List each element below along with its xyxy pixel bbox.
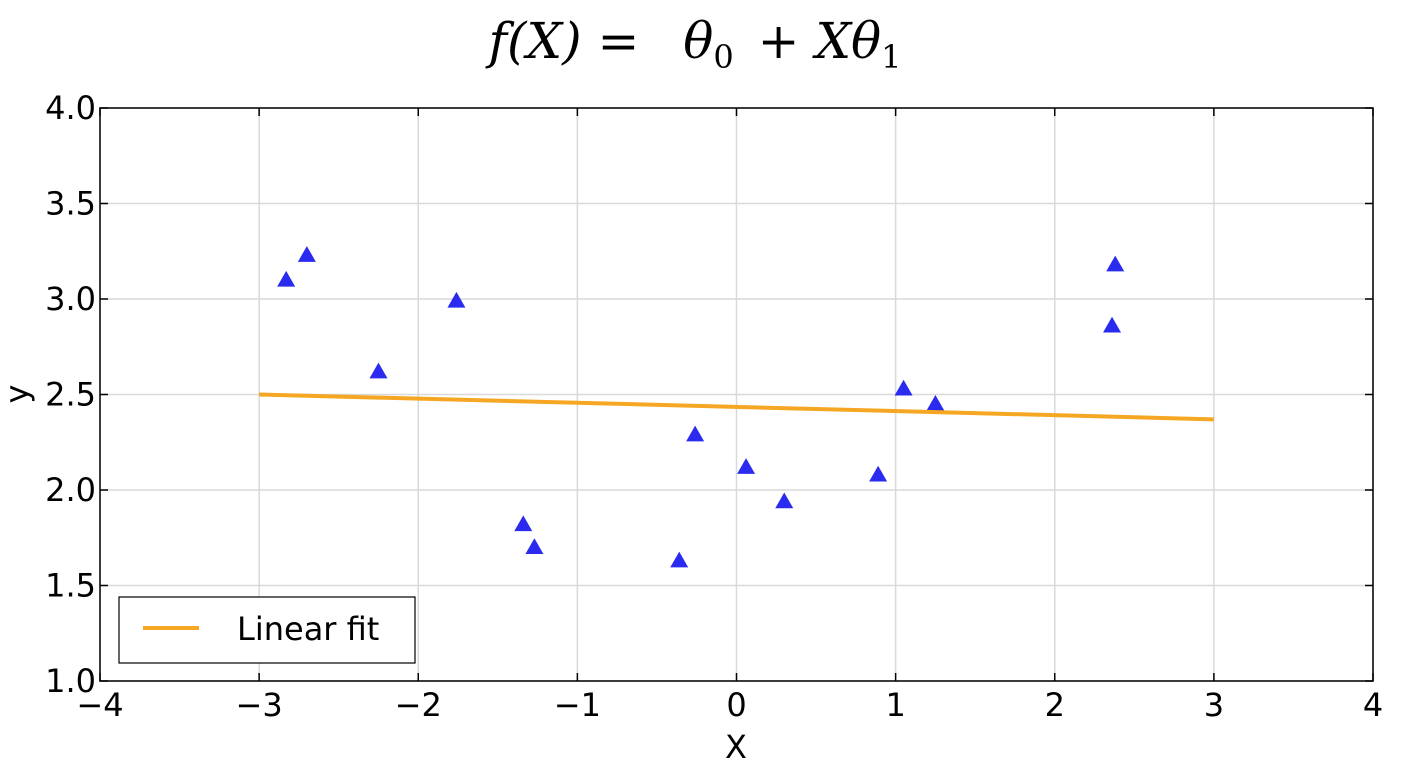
title-sub0: 0 [713,38,733,76]
y-tick-label: 3.0 [45,280,96,318]
plot-content [259,246,1214,568]
data-point [514,515,533,532]
y-tick-label: 2.5 [45,376,96,414]
data-point [277,270,296,287]
y-tick-label: 2.0 [45,471,96,509]
x-axis-label: X [725,728,747,766]
y-tick-label: 1.5 [45,567,96,605]
x-tick-label: −4 [76,686,123,724]
x-tick-label: −1 [554,686,601,724]
data-point [737,458,756,474]
x-tick-label: 3 [1204,686,1224,724]
title-lhs: f(X) = [484,12,639,70]
data-point [369,362,388,379]
data-point [686,425,705,442]
ticks: −4 −3 −2 −1 0 1 2 3 4 1.0 1.5 2.0 2.5 3.0 3.5 4.0 [45,89,1383,724]
data-point [297,246,316,262]
data-point [1106,255,1125,272]
y-tick-label: 3.5 [45,185,96,223]
title-mid: + Xθ [758,12,882,70]
y-tick-label: 4.0 [45,89,96,127]
x-tick-label: 2 [1045,686,1065,724]
data-point [447,291,466,308]
legend-label-linear-fit: Linear fit [237,610,379,648]
x-tick-label: 0 [726,686,746,724]
x-tick-label: −3 [236,686,283,724]
data-point [869,465,888,482]
data-point [926,395,945,411]
x-tick-label: 4 [1363,686,1383,724]
data-point [670,551,689,568]
chart-title: f(X) = θ0 + Xθ1 [484,12,901,80]
series-line-linear-fit [259,392,1214,422]
legend: Linear fit [118,596,416,664]
y-tick-label: 1.0 [45,662,96,700]
title-theta: θ [683,12,713,70]
data-point [894,379,913,396]
data-point [1103,316,1122,333]
x-tick-label: −2 [395,686,442,724]
y-axis-label: y [0,385,36,404]
data-point [775,492,794,509]
x-tick-label: 1 [885,686,905,724]
title-sub1: 1 [881,38,901,76]
data-point [525,538,544,555]
